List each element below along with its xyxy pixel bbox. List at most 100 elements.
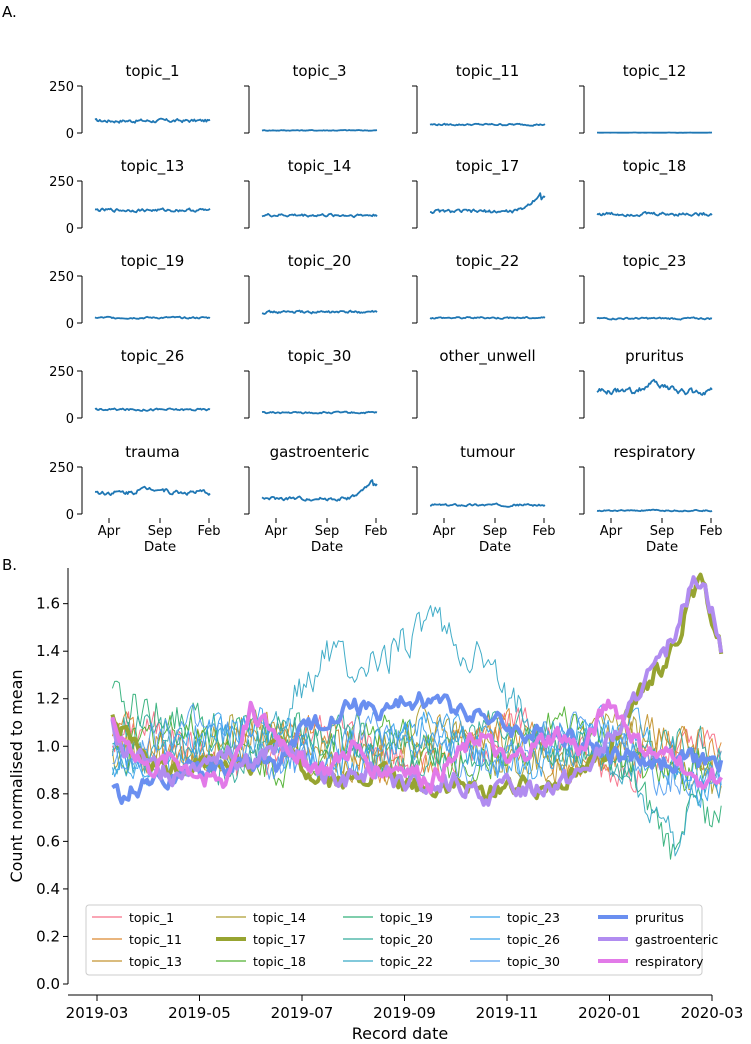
x-tick-label: 2019-07 bbox=[271, 1004, 334, 1022]
legend-entry: topic_26 bbox=[507, 932, 560, 947]
small-panel: topic_20 bbox=[244, 252, 378, 324]
x-tick-label: 2020-03 bbox=[681, 1004, 744, 1022]
panel-b-label: B. bbox=[2, 556, 17, 574]
small-panel: topic_14 bbox=[244, 157, 378, 229]
x-tick-label: Sep bbox=[650, 524, 675, 539]
x-axis-label: Record date bbox=[352, 1024, 448, 1043]
legend-entry: topic_14 bbox=[253, 910, 306, 925]
x-tick-label: Sep bbox=[315, 524, 340, 539]
panel-title: trauma bbox=[125, 443, 180, 461]
legend-entry: topic_20 bbox=[380, 932, 433, 947]
panel-title: topic_26 bbox=[121, 347, 185, 366]
panel-title: topic_3 bbox=[292, 62, 346, 81]
series-line bbox=[110, 572, 724, 803]
series-line bbox=[94, 315, 211, 320]
panel-title: topic_30 bbox=[288, 347, 352, 366]
panel-title: topic_1 bbox=[125, 62, 179, 81]
series-line bbox=[94, 485, 211, 497]
series-line bbox=[596, 378, 713, 396]
series-line bbox=[429, 502, 546, 508]
small-panel: gastroenteric Apr Sep Feb Date bbox=[244, 443, 388, 555]
y-tick-label: 1.6 bbox=[36, 595, 60, 613]
y-tick-label: 0.2 bbox=[36, 927, 60, 945]
x-tick-label: Apr bbox=[98, 524, 121, 539]
legend-entry: topic_19 bbox=[380, 910, 433, 925]
x-axis-label: Date bbox=[479, 539, 511, 555]
y-tick-label: 0 bbox=[66, 317, 74, 332]
series-line bbox=[429, 192, 546, 215]
legend-entry: topic_13 bbox=[129, 954, 182, 969]
legend: topic_1topic_11topic_13topic_14topic_17t… bbox=[85, 904, 718, 976]
small-panel: topic_23 bbox=[579, 252, 713, 324]
panel-title: other_unwell bbox=[439, 347, 535, 366]
series-line bbox=[261, 309, 378, 315]
series-line bbox=[261, 479, 378, 502]
small-panel: topic_1 250 0 bbox=[49, 62, 211, 142]
series-line bbox=[596, 508, 713, 513]
small-panel: topic_26 250 0 bbox=[49, 347, 211, 427]
x-axis-label: Date bbox=[646, 539, 678, 555]
legend-entry: topic_22 bbox=[380, 954, 433, 969]
y-tick-label: 0 bbox=[66, 508, 74, 523]
small-panel: trauma 250 0 Apr Sep Feb Date bbox=[49, 443, 220, 555]
legend-box bbox=[85, 904, 703, 976]
x-tick-label: 2019-11 bbox=[476, 1004, 539, 1022]
y-tick-label: 250 bbox=[49, 461, 74, 476]
y-tick-label: 0.8 bbox=[36, 785, 60, 803]
series-line bbox=[429, 315, 546, 320]
y-tick-label: 1.0 bbox=[36, 737, 60, 755]
legend-entry: pruritus bbox=[635, 910, 684, 925]
panel-title: respiratory bbox=[613, 443, 695, 461]
y-tick-label: 250 bbox=[49, 175, 74, 190]
legend-entry: topic_1 bbox=[129, 910, 174, 925]
panel-title: topic_11 bbox=[456, 62, 520, 81]
panel-a-label: A. bbox=[2, 3, 17, 21]
y-tick-label: 250 bbox=[49, 270, 74, 285]
small-panel: respiratory Apr Sep Feb Date bbox=[579, 443, 723, 555]
series-line bbox=[429, 122, 546, 127]
x-tick-label: Feb bbox=[197, 524, 220, 539]
y-tick-label: 250 bbox=[49, 365, 74, 380]
y-tick-label: 0.6 bbox=[36, 832, 60, 850]
x-tick-label: Sep bbox=[483, 524, 508, 539]
y-axis-label: Count normalised to mean bbox=[7, 669, 26, 882]
small-panel: topic_12 bbox=[579, 62, 713, 134]
y-tick-label: 250 bbox=[49, 80, 74, 95]
x-tick-label: Apr bbox=[433, 524, 456, 539]
panel-title: topic_12 bbox=[623, 62, 687, 81]
normalised-count-chart: 0.0 0.2 0.4 0.6 0.8 1.0 1.2 1.4 1.6 2019-03 2019-0… bbox=[7, 568, 743, 1043]
x-tick-label: Apr bbox=[265, 524, 288, 539]
legend-entry: topic_11 bbox=[129, 932, 182, 947]
panel-title: gastroenteric bbox=[270, 443, 370, 461]
x-tick-label: Apr bbox=[600, 524, 623, 539]
series-line bbox=[261, 212, 378, 219]
panel-title: topic_18 bbox=[623, 157, 687, 176]
y-tick-label: 0 bbox=[66, 412, 74, 427]
x-tick-label: 2019-03 bbox=[66, 1004, 129, 1022]
small-panel: topic_3 bbox=[244, 62, 378, 134]
panel-title: topic_13 bbox=[121, 157, 185, 176]
panel-title: topic_17 bbox=[456, 157, 520, 176]
x-tick-label: Feb bbox=[699, 524, 722, 539]
series-line bbox=[261, 410, 378, 415]
small-panel: other_unwell bbox=[412, 347, 536, 419]
small-multiples-grid: topic_1 250 0 topic_3 topic_11 topic_12 topic_… bbox=[49, 62, 722, 555]
series-line bbox=[596, 316, 713, 321]
y-tick-label: 0 bbox=[66, 127, 74, 142]
series-line bbox=[94, 207, 211, 214]
legend-entry: topic_17 bbox=[253, 932, 306, 947]
y-tick-label: 1.4 bbox=[36, 642, 60, 660]
series-line bbox=[261, 129, 378, 132]
small-panel: topic_19 250 0 bbox=[49, 252, 211, 332]
series-line bbox=[111, 704, 722, 808]
legend-entry: topic_18 bbox=[253, 954, 306, 969]
x-tick-label: 2019-05 bbox=[168, 1004, 231, 1022]
small-panel: tumour Apr Sep Feb Date bbox=[412, 443, 556, 555]
small-panel: pruritus bbox=[579, 347, 713, 419]
panel-title: topic_19 bbox=[121, 252, 185, 271]
panel-title: pruritus bbox=[625, 347, 684, 365]
x-tick-label: Feb bbox=[364, 524, 387, 539]
panel-title: topic_23 bbox=[623, 252, 687, 271]
x-tick-label: 2020-01 bbox=[578, 1004, 641, 1022]
